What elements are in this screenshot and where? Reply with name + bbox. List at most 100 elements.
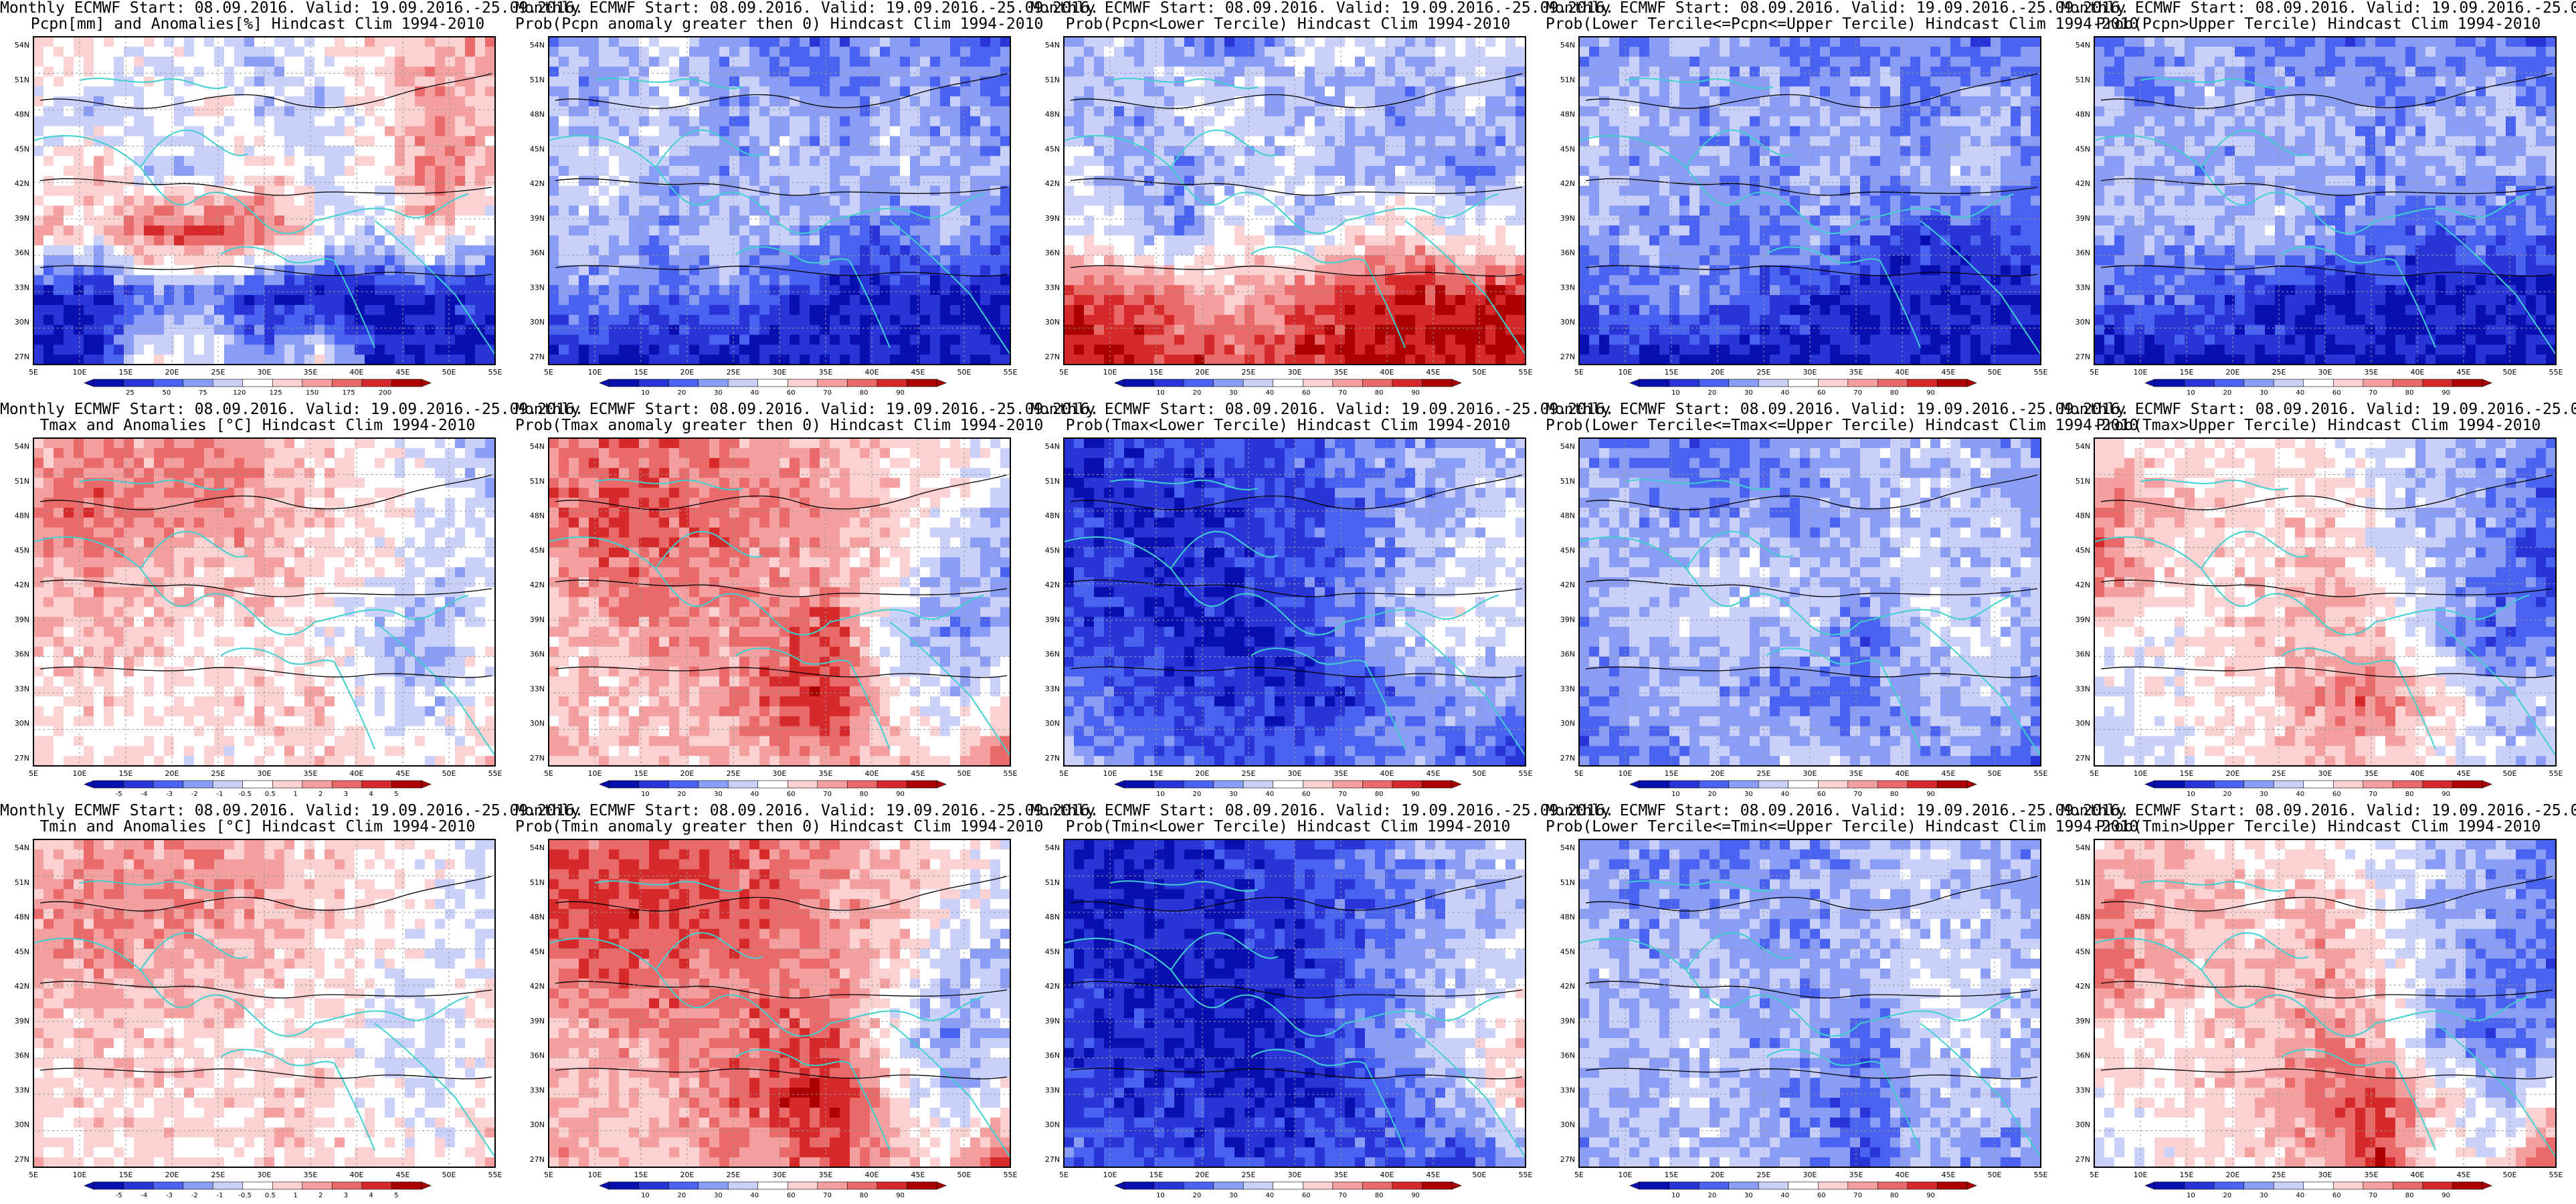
field-cell	[1285, 355, 1295, 365]
field-cell	[850, 355, 860, 365]
field-cell	[1234, 265, 1245, 276]
field-cell	[33, 314, 44, 326]
field-cell	[475, 195, 486, 207]
field-cell	[1385, 86, 1396, 97]
field-cell	[355, 175, 365, 187]
lon-tick-label: 25E	[211, 368, 225, 377]
field-cell	[920, 126, 931, 137]
field-cell	[1275, 215, 1285, 226]
field-cell	[64, 86, 74, 97]
lat-tick-label: 45N	[530, 144, 545, 153]
field-cell	[134, 56, 145, 68]
field-cell	[475, 96, 486, 107]
field-cell	[1255, 166, 1265, 177]
field-cell	[385, 195, 395, 207]
field-cell	[870, 116, 881, 127]
field-cell	[1064, 96, 1075, 107]
field-cell	[1094, 166, 1105, 177]
field-cell	[94, 275, 104, 286]
field-cell	[1275, 86, 1285, 97]
field-cell	[1355, 355, 1366, 365]
field-cell	[54, 106, 64, 117]
field-cell	[699, 304, 710, 316]
field-cell	[860, 156, 870, 167]
field-cell	[639, 334, 650, 345]
field-cell	[729, 126, 740, 137]
field-cell	[254, 324, 265, 336]
field-cell	[425, 76, 436, 87]
field-cell	[559, 116, 569, 127]
field-cell	[890, 166, 901, 177]
field-cell	[1184, 37, 1195, 47]
field-cell	[1445, 136, 1456, 146]
field-cell	[840, 324, 850, 336]
field-cell	[910, 175, 921, 187]
colorbar-swatch	[302, 379, 333, 387]
field-cell	[174, 205, 185, 216]
field-cell	[254, 285, 265, 296]
field-cell	[84, 344, 94, 355]
field-cell	[1790, 66, 1801, 77]
field-cell	[850, 136, 860, 146]
field-cell	[244, 205, 255, 216]
field-cell	[375, 195, 385, 207]
field-cell	[405, 304, 416, 316]
field-cell	[274, 116, 285, 127]
field-cell	[930, 106, 941, 117]
colorbar-tick-label: 30	[1229, 389, 1238, 397]
field-cell	[1345, 96, 1356, 107]
field-cell	[1405, 344, 1416, 355]
field-cell	[385, 46, 395, 58]
lat-tick-label: 39N	[530, 214, 545, 223]
field-cell	[820, 225, 830, 236]
field-cell	[43, 255, 54, 266]
field-cell	[314, 215, 325, 226]
field-cell	[1415, 166, 1426, 177]
field-cell	[445, 126, 456, 137]
field-cell	[619, 126, 630, 137]
field-cell	[1930, 66, 1941, 77]
field-cell	[314, 265, 325, 276]
field-cell	[435, 314, 446, 326]
field-cell	[1245, 136, 1255, 146]
field-cell	[1174, 96, 1185, 107]
field-cell	[224, 96, 235, 107]
field-cell	[485, 96, 496, 107]
field-cell	[759, 285, 770, 296]
field-cell	[1465, 225, 1476, 236]
field-cell	[629, 76, 640, 87]
field-cell	[709, 66, 720, 77]
field-cell	[485, 195, 496, 207]
field-cell	[1335, 106, 1346, 117]
field-cell	[579, 96, 589, 107]
contour-line	[39, 73, 492, 109]
field-cell	[94, 96, 104, 107]
field-cell	[154, 56, 165, 68]
field-cell	[1134, 116, 1145, 127]
field-cell	[1134, 255, 1145, 266]
field-cell	[224, 314, 235, 326]
field-cell	[639, 86, 650, 97]
field-cell	[294, 156, 305, 167]
field-cell	[325, 324, 335, 336]
field-cell	[204, 235, 215, 246]
field-cell	[830, 66, 840, 77]
field-cell	[930, 334, 941, 345]
field-cell	[1405, 275, 1416, 286]
field-cell	[345, 265, 355, 276]
field-cell	[164, 225, 175, 236]
field-cell	[659, 185, 670, 197]
field-cell	[284, 255, 295, 266]
field-cell	[840, 344, 850, 355]
field-cell	[1639, 56, 1650, 68]
field-cell	[1325, 96, 1336, 107]
field-cell	[970, 116, 981, 127]
field-cell	[114, 185, 124, 197]
field-cell	[1134, 66, 1145, 77]
field-cell	[284, 166, 295, 177]
field-cell	[194, 136, 205, 146]
field-cell	[1405, 205, 1416, 216]
field-cell	[1275, 295, 1285, 306]
field-cell	[779, 205, 790, 216]
field-cell	[1305, 245, 1315, 256]
